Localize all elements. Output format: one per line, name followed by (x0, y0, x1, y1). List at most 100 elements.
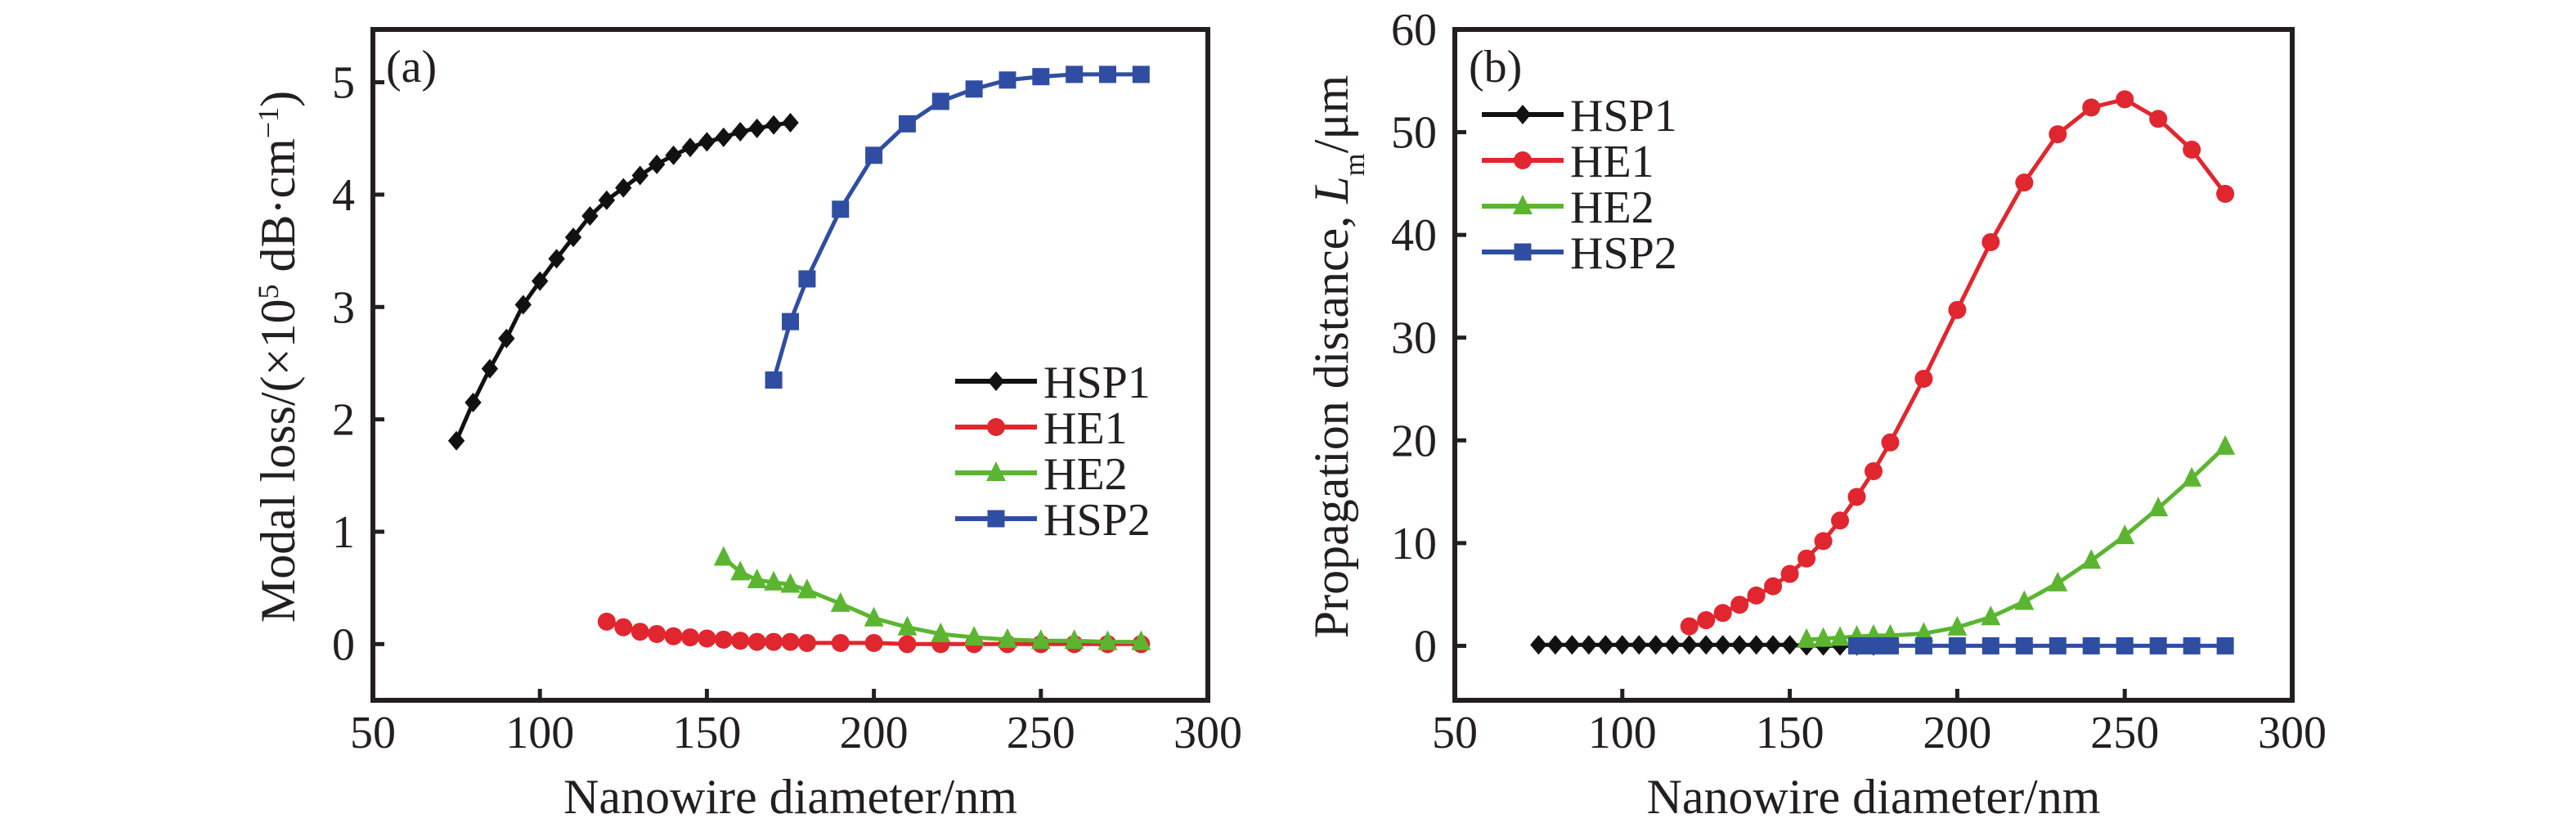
panel-b-legend-item-he2: HE2 (1482, 182, 1654, 233)
panel-a-hsp2-point (931, 92, 949, 110)
panel-a-y-title-unit: dB·cm (251, 138, 305, 284)
panel-a-y-title-unit-exponent: −1 (252, 107, 285, 138)
panel-b-hsp1-point (1613, 635, 1631, 655)
panel-b-legend-item-hsp1: HSP1 (1482, 91, 1677, 142)
panel-a-axis-frame (370, 27, 1210, 703)
panel-b-y-title-suffix: /μm (1304, 75, 1358, 154)
panel-b-series-he1 (1680, 90, 2235, 636)
panel-a-y-tick-label: 0 (332, 619, 355, 670)
panel-b-y-tick-label: 50 (1391, 108, 1437, 159)
panel-a-hsp1-point (548, 249, 565, 269)
panel-a-he2-point (1131, 630, 1151, 650)
panel-a-hsp2-point (765, 371, 783, 389)
panel-a-hsp1-point (481, 358, 499, 379)
panel-b-he1-point (1713, 604, 1732, 623)
panel-b-hsp1-point (1664, 635, 1681, 655)
panel-b-y-title-symbol: L (1304, 176, 1358, 204)
panel-b-he2-point (2014, 590, 2035, 610)
panel-a-y-title-prefix: Modal loss/(×10 (251, 299, 305, 623)
panel-b-hsp2-point (1881, 636, 1899, 654)
panel-b-hsp1-point (1647, 635, 1664, 655)
panel-b-label: (b) (1469, 42, 1522, 92)
panel-a-label: (a) (386, 42, 437, 92)
panel-b-he1-point (1948, 300, 1967, 319)
panel-b-legend-marker-circle-icon (1514, 151, 1532, 169)
panel-b-y-tick-label: 20 (1391, 416, 1437, 466)
panel-b-hsp2-point (2183, 636, 2201, 654)
panel-a-legend-label: HE2 (1043, 449, 1128, 500)
panel-b-he1-point (2015, 173, 2034, 192)
panel-b-y-tick-label: 60 (1391, 5, 1437, 56)
panel-a-x-tick-label: 150 (672, 708, 741, 758)
panel-b-he2-point (2115, 524, 2135, 545)
panel-a-he1-point (698, 629, 716, 648)
panel-b-he2-line (1806, 444, 2227, 642)
panel-b-he1-point (1780, 564, 1799, 583)
panel-b-he1-point (2049, 125, 2067, 144)
panel-a-he1-point (781, 632, 800, 651)
panel-a-hsp2-point (798, 270, 816, 288)
panel-b-he1-point (1814, 532, 1833, 551)
panel-a-series-hsp1 (447, 113, 799, 451)
panel-b-propagation-distance: 50 100 150 200 250 300 0 10 20 30 40 50 60 (b) Nanow… (1304, 5, 2327, 823)
panel-b-hsp2-point (1914, 636, 1932, 654)
panel-a-hsp2-point (898, 115, 916, 133)
panel-b-he1-point (1914, 369, 1933, 388)
panel-b-y-tick-label: 30 (1391, 313, 1437, 364)
panel-b-hsp1-point (1764, 635, 1782, 655)
panel-a-legend-label: HE1 (1043, 403, 1128, 454)
panel-a-hsp1-point (681, 137, 699, 158)
panel-b-hsp2-point (2116, 636, 2134, 654)
panel-a-y-title-exponent: 5 (252, 285, 285, 299)
panel-a-hsp2-point (965, 80, 983, 98)
panel-b-hsp1-point (1546, 635, 1564, 655)
panel-a-legend-label: HSP2 (1043, 495, 1151, 546)
panel-a-he2-point (764, 570, 784, 591)
panel-b-hsp1-point (1530, 635, 1547, 655)
panel-a-he2-point (997, 627, 1017, 648)
panel-a-he2-point (713, 546, 734, 566)
panel-b-axis-frame (1452, 27, 2295, 703)
panel-b-he1-point (1847, 488, 1866, 506)
panel-a-hsp1-point (782, 113, 799, 133)
panel-b-x-tick-label: 300 (2258, 708, 2327, 758)
panel-a-x-tick-label: 200 (840, 708, 909, 758)
panel-b-he1-point (1797, 549, 1816, 568)
panel-b-he1-point (1865, 461, 1883, 480)
panel-b-hsp2-point (1948, 636, 1966, 654)
panel-a-he1-point (765, 632, 783, 651)
panel-a-he1-point (864, 633, 883, 652)
panel-b-series (1530, 90, 2236, 656)
panel-a-legend-marker-diamond-icon (987, 371, 1005, 391)
panel-b-he2-point (1914, 622, 1934, 642)
panel-a-legend-label: HSP1 (1043, 358, 1151, 408)
panel-a-hsp2-point (782, 313, 799, 331)
panel-a-he1-point (614, 618, 633, 636)
panel-b-legend-label: HE2 (1570, 182, 1654, 233)
panel-b-he1-point (1730, 596, 1749, 614)
panel-b-he2-point (2148, 497, 2169, 517)
panel-b-hsp1-point (1564, 635, 1581, 655)
panel-a-modal-loss: 50 100 150 200 250 300 0 1 2 3 4 5 (a) Nanowire dia… (251, 27, 1242, 823)
panel-a-hsp2-point (1098, 65, 1116, 83)
panel-b-y-tick-label: 40 (1391, 210, 1437, 261)
panel-b-he1-point (1831, 511, 1850, 530)
panel-b-he2-point (1797, 627, 1817, 648)
panel-b-y-title-subscript: m (1338, 153, 1371, 176)
panel-a-hsp1-point (698, 132, 716, 152)
panel-a-hsp1-point (514, 295, 532, 315)
panel-b-hsp1-point (1580, 635, 1598, 655)
panel-a-he2-point (964, 626, 985, 646)
panel-a-legend-item-he1: HE1 (955, 403, 1128, 454)
panel-b-hsp2-point (2049, 636, 2067, 654)
panel-b-y-title-prefix: Propagation distance, (1304, 204, 1358, 639)
panel-b-hsp1-point (1681, 635, 1698, 655)
panel-a-hsp2-point (1032, 68, 1050, 86)
panel-a-legend-marker-circle-icon (987, 418, 1005, 436)
panel-a-hsp1-point (598, 190, 616, 210)
panel-a-hsp1-point (748, 118, 765, 138)
